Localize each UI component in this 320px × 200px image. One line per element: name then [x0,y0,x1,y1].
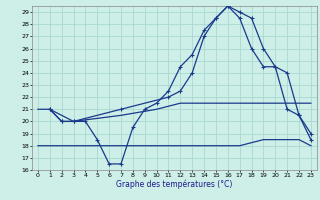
X-axis label: Graphe des températures (°C): Graphe des températures (°C) [116,179,233,189]
